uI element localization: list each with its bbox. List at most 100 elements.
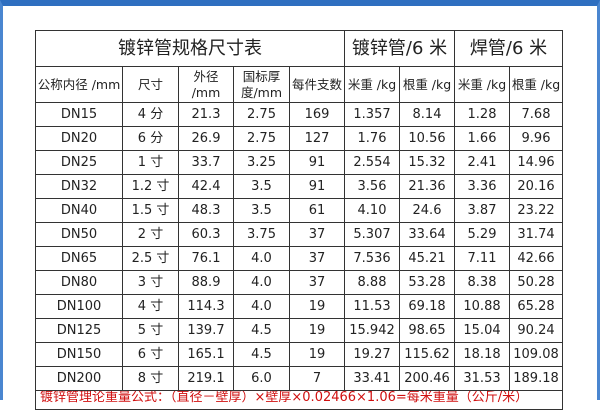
column-header: 国标厚度/mm xyxy=(233,66,290,103)
blue-frame xyxy=(0,0,600,400)
table-cell: 3.5 xyxy=(233,174,290,199)
table-cell: 9.96 xyxy=(509,126,563,151)
table-cell: 65.28 xyxy=(509,294,563,319)
table-cell: 5 寸 xyxy=(122,318,179,343)
table-cell: 139.7 xyxy=(178,318,234,343)
table-cell: 8.14 xyxy=(399,102,455,127)
table-row: DN125 5 寸 139.7 4.5 19 15.942 98.65 15.04 90.24 xyxy=(35,318,563,343)
table-cell: 20.16 xyxy=(509,174,563,199)
table-cell: 33.7 xyxy=(178,150,234,175)
table-row: DN200 8 寸 219.1 6.0 7 33.41 200.46 31.53 189.18 xyxy=(35,366,563,391)
column-header: 公称内径 /mm xyxy=(35,66,123,103)
table-cell: 18.18 xyxy=(454,342,510,367)
table-cell: 1.28 xyxy=(454,102,510,127)
table-cell: 200.46 xyxy=(399,366,455,391)
table-cell: 3.36 xyxy=(454,174,510,199)
group-welded: 焊管/6 米 xyxy=(454,30,563,67)
table-cell: 7 xyxy=(289,366,345,391)
table-cell: 8 寸 xyxy=(122,366,179,391)
table-cell: 1.5 寸 xyxy=(122,198,179,223)
table-cell: 1.76 xyxy=(344,126,400,151)
table-cell: 2.554 xyxy=(344,150,400,175)
table-cell: DN32 xyxy=(35,174,123,199)
table-cell: DN25 xyxy=(35,150,123,175)
table-cell: 15.04 xyxy=(454,318,510,343)
column-header: 根重 /kg xyxy=(509,66,563,103)
table-cell: 7.68 xyxy=(509,102,563,127)
table-cell: 4.10 xyxy=(344,198,400,223)
table-cell: 4 寸 xyxy=(122,294,179,319)
table-cell: 7.536 xyxy=(344,246,400,271)
table-row: DN15 4 分 21.3 2.75 169 1.357 8.14 1.28 7.68 xyxy=(35,102,563,127)
table-cell: 19.27 xyxy=(344,342,400,367)
table-cell: 3 寸 xyxy=(122,270,179,295)
table-cell: DN125 xyxy=(35,318,123,343)
table-cell: 115.62 xyxy=(399,342,455,367)
table-cell: 37 xyxy=(289,222,345,247)
table-cell: 10.56 xyxy=(399,126,455,151)
column-header: 尺寸 xyxy=(122,66,179,103)
column-header: 米重 /kg xyxy=(344,66,400,103)
table-cell: 26.9 xyxy=(178,126,234,151)
table-cell: 91 xyxy=(289,150,345,175)
table-cell: 23.22 xyxy=(509,198,563,223)
table-cell: 2.41 xyxy=(454,150,510,175)
table-cell: 90.24 xyxy=(509,318,563,343)
table-cell: 1 寸 xyxy=(122,150,179,175)
table-cell: 127 xyxy=(289,126,345,151)
table-cell: 3.56 xyxy=(344,174,400,199)
table-cell: 8.38 xyxy=(454,270,510,295)
table-cell: 45.21 xyxy=(399,246,455,271)
table-cell: DN50 xyxy=(35,222,123,247)
table-cell: DN40 xyxy=(35,198,123,223)
table-cell: 24.6 xyxy=(399,198,455,223)
table-cell: 1.2 寸 xyxy=(122,174,179,199)
column-header: 根重 /kg xyxy=(399,66,455,103)
table-cell: 31.74 xyxy=(509,222,563,247)
table-cell: 98.65 xyxy=(399,318,455,343)
formula-row: 镀锌管理论重量公式：（直径－壁厚）×壁厚×0.02466×1.06=每米重量（公… xyxy=(35,390,563,410)
table-row: DN65 2.5 寸 76.1 4.0 37 7.536 45.21 7.11 42.66 xyxy=(35,246,563,271)
table-cell: 2.5 寸 xyxy=(122,246,179,271)
table-cell: 15.942 xyxy=(344,318,400,343)
table-row: DN40 1.5 寸 48.3 3.5 61 4.10 24.6 3.87 23.22 xyxy=(35,198,563,223)
table-cell: 169 xyxy=(289,102,345,127)
weight-formula: 镀锌管理论重量公式：（直径－壁厚）×壁厚×0.02466×1.06=每米重量（公… xyxy=(35,390,563,410)
table-cell: 2.75 xyxy=(233,102,290,127)
table-row: DN50 2 寸 60.3 3.75 37 5.307 33.64 5.29 31.74 xyxy=(35,222,563,247)
table-cell: 4 分 xyxy=(122,102,179,127)
table-cell: 3.5 xyxy=(233,198,290,223)
table-cell: 5.29 xyxy=(454,222,510,247)
header-row: 公称内径 /mm 尺寸 外径 /mm 国标厚度/mm 每件支数 米重 /kg 根重 /kg 米… xyxy=(35,66,563,103)
table-cell: 6.0 xyxy=(233,366,290,391)
galvanized-pipe-spec-table: 镀锌管规格尺寸表 镀锌管/6 米 焊管/6 米 公称内径 /mm 尺寸 外径 /mm… xyxy=(35,30,563,410)
table-cell: 114.3 xyxy=(178,294,234,319)
table-cell: 11.53 xyxy=(344,294,400,319)
table-cell: 189.18 xyxy=(509,366,563,391)
table-title: 镀锌管规格尺寸表 xyxy=(35,30,345,67)
table-cell: 14.96 xyxy=(509,150,563,175)
table-cell: 3.75 xyxy=(233,222,290,247)
table-cell: 109.08 xyxy=(509,342,563,367)
table-cell: 3.87 xyxy=(454,198,510,223)
table-cell: 31.53 xyxy=(454,366,510,391)
table-row: DN20 6 分 26.9 2.75 127 1.76 10.56 1.66 9.96 xyxy=(35,126,563,151)
table-cell: 19 xyxy=(289,342,345,367)
table-cell: 19 xyxy=(289,318,345,343)
table-cell: DN200 xyxy=(35,366,123,391)
table-cell: 48.3 xyxy=(178,198,234,223)
table-cell: 53.28 xyxy=(399,270,455,295)
column-header: 外径 /mm xyxy=(178,66,234,103)
table-cell: 4.5 xyxy=(233,318,290,343)
table-cell: 33.64 xyxy=(399,222,455,247)
table-cell: 88.9 xyxy=(178,270,234,295)
table-row: DN25 1 寸 33.7 3.25 91 2.554 15.32 2.41 14.96 xyxy=(35,150,563,175)
table-cell: 3.25 xyxy=(233,150,290,175)
column-header: 米重 /kg xyxy=(454,66,510,103)
column-header: 每件支数 xyxy=(289,66,345,103)
table-cell: 19 xyxy=(289,294,345,319)
table-cell: 165.1 xyxy=(178,342,234,367)
table-cell: 42.4 xyxy=(178,174,234,199)
table-cell: 1.357 xyxy=(344,102,400,127)
table-cell: DN150 xyxy=(35,342,123,367)
